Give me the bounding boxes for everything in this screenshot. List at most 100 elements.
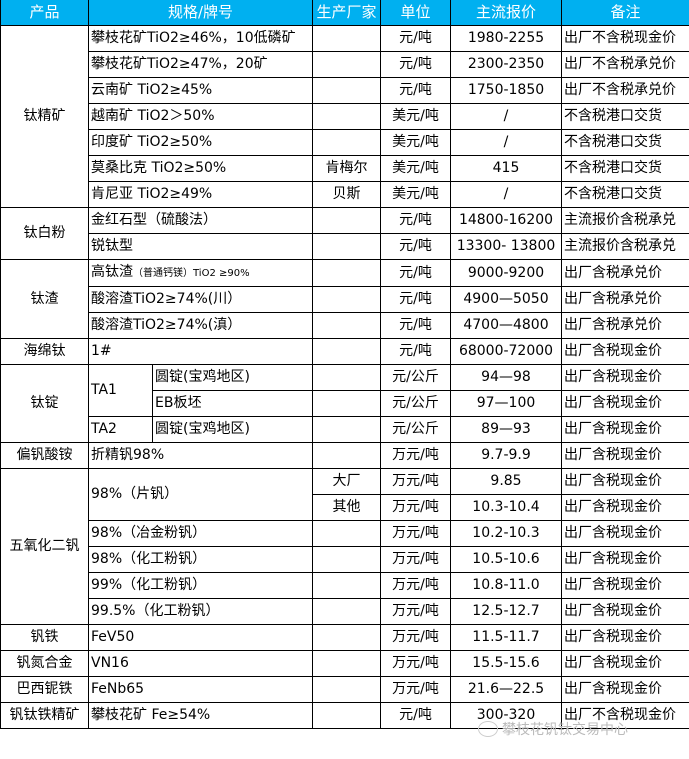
maker-cell [312,546,381,573]
price-cell: 300-320 [450,702,562,729]
spec-cell: 99%（化工粉钒） [88,572,313,599]
maker-cell [312,572,381,599]
note-cell: 主流报价含税承兑 [561,233,689,260]
table-row: 酸溶渣TiO2≥74%(川） 元/吨 4900—5050 出厂含税承兑价 [1,286,689,313]
spec-text: 1# [91,343,112,359]
unit-cell: 元/吨 [380,338,451,365]
maker-cell [312,650,381,677]
product-cell: 五氧化二钒 [0,468,89,625]
spec-cell: FeNb65 [88,676,313,703]
sub-spec-cell: EB板坯 [152,390,313,417]
spec-text: 印度矿 TiO2≥50% [91,134,213,150]
maker-cell [312,129,381,156]
table-row: 攀枝花矿TiO2≥47%，20矿 元/吨 2300-2350 出厂不含税承兑价 [1,51,689,78]
note-cell: 不含税港口交货 [561,129,689,156]
spec-text: VN16 [91,655,129,671]
table-row: 其他 万元/吨 10.3-10.4 出厂含税现金价 [1,494,689,521]
note-cell: 出厂含税承兑价 [561,259,689,287]
spec-cell: 1# [88,338,313,365]
unit-cell: 元/吨 [380,286,451,313]
maker-cell [312,77,381,104]
spec-text: 98%（冶金粉钒） [91,525,207,541]
spec-cell: 印度矿 TiO2≥50% [88,129,313,156]
table-row: 钛锭 TA1 圆锭(宝鸡地区) 元/公斤 94—98 出厂含税现金价 [0,364,689,443]
maker-cell [312,103,381,130]
maker-cell [312,520,381,547]
unit-cell: 万元/吨 [380,468,451,495]
spec-text: 攀枝花矿 Fe≥54% [91,707,211,723]
product-cell: 巴西铌铁 [0,676,89,703]
maker-cell [312,390,381,417]
price-cell: 13300- 13800 [450,233,562,260]
unit-cell: 美元/吨 [380,103,451,130]
table-row: 钛白粉 金红石型（硫酸法） 元/吨 14800-16200 主流报价含税承兑 [0,207,689,260]
table-row: 莫桑比克 TiO2≥50% 肯梅尔 美元/吨 415 不含税港口交货 [1,155,689,182]
spec-cell: 肯尼亚 TiO2≥49% [88,181,313,208]
unit-cell: 万元/吨 [380,598,451,625]
maker-cell [312,312,381,339]
price-cell: 97—100 [450,390,562,417]
price-cell: 1980-2255 [450,25,562,52]
spec-detail: （普通钙镁）TiO2 ≥90% [133,268,250,279]
note-cell: 出厂含税现金价 [561,676,689,703]
note-cell: 不含税港口交货 [561,181,689,208]
spec-text: 99%（化工粉钒） [91,577,207,593]
product-cell: 钛白粉 [0,207,89,260]
table-row: 98%（化工粉钒） 万元/吨 10.5-10.6 出厂含税现金价 [1,546,689,573]
price-cell: 9000-9200 [450,259,562,287]
unit-cell: 元/吨 [380,25,451,52]
unit-cell: 万元/吨 [380,546,451,573]
product-cell: 钒钛铁精矿 [0,702,89,729]
maker-cell [312,676,381,703]
spec-text: 攀枝花矿TiO2≥47%，20矿 [91,56,268,72]
table-row: 肯尼亚 TiO2≥49% 贝斯 美元/吨 / 不含税港口交货 [1,181,689,208]
header-maker: 生产厂家 [312,0,381,26]
unit-cell: 万元/吨 [380,494,451,521]
note-cell: 出厂不含税现金价 [561,25,689,52]
header-note: 备注 [561,0,689,26]
header-price: 主流报价 [450,0,562,26]
maker-cell: 其他 [312,494,381,521]
spec-cell: TA2 [88,416,153,443]
price-cell: 9.7-9.9 [450,442,562,469]
price-cell: 2300-2350 [450,51,562,78]
price-cell: 11.5-11.7 [450,624,562,651]
sub-spec-cell: 圆锭(宝鸡地区) [152,416,313,443]
note-cell: 出厂不含税承兑价 [561,51,689,78]
unit-cell: 万元/吨 [380,442,451,469]
note-cell: 出厂含税现金价 [561,572,689,599]
spec-cell: 攀枝花矿TiO2≥47%，20矿 [88,51,313,78]
wechat-icon [478,721,498,737]
spec-text: 98%（片钒） [91,486,179,502]
note-cell: 不含税港口交货 [561,103,689,130]
price-cell: / [450,129,562,156]
spec-cell: 折精钒98% [88,442,313,469]
note-cell: 出厂含税现金价 [561,624,689,651]
price-cell: 9.85 [450,468,562,495]
maker-cell: 贝斯 [312,181,381,208]
note-cell: 主流报价含税承兑 [561,207,689,234]
spec-text: 98%（化工粉钒） [91,551,207,567]
unit-cell: 美元/吨 [380,181,451,208]
price-cell: 10.5-10.6 [450,546,562,573]
price-cell: 12.5-12.7 [450,598,562,625]
product-cell: 钒氮合金 [0,650,89,677]
unit-cell: 万元/吨 [380,650,451,677]
product-cell: 钒铁 [0,624,89,651]
table-row: 五氧化二钒 98%（片钒） 大厂 万元/吨 9.85 出厂含税现金价 [0,468,689,625]
table-row: 海绵钛 1# 元/吨 68000-72000 出厂含税现金价 [0,338,689,365]
product-cell: 钛渣 [0,259,89,339]
header-spec: 规格/牌号 [88,0,313,26]
table-row: 锐钛型 元/吨 13300- 13800 主流报价含税承兑 [1,233,689,260]
note-cell: 出厂含税承兑价 [561,286,689,313]
table-row: 印度矿 TiO2≥50% 美元/吨 / 不含税港口交货 [1,129,689,156]
spec-text: 酸溶渣TiO2≥74%(川） [91,291,242,307]
note-cell: 出厂含税现金价 [561,598,689,625]
header-unit: 单位 [380,0,451,26]
unit-cell: 元/吨 [380,51,451,78]
spec-text: TA2 [91,421,117,437]
maker-cell [312,598,381,625]
price-cell: 415 [450,155,562,182]
spec-cell: 云南矿 TiO2≥45% [88,77,313,104]
spec-cell: 99.5%（化工粉钒） [88,598,313,625]
